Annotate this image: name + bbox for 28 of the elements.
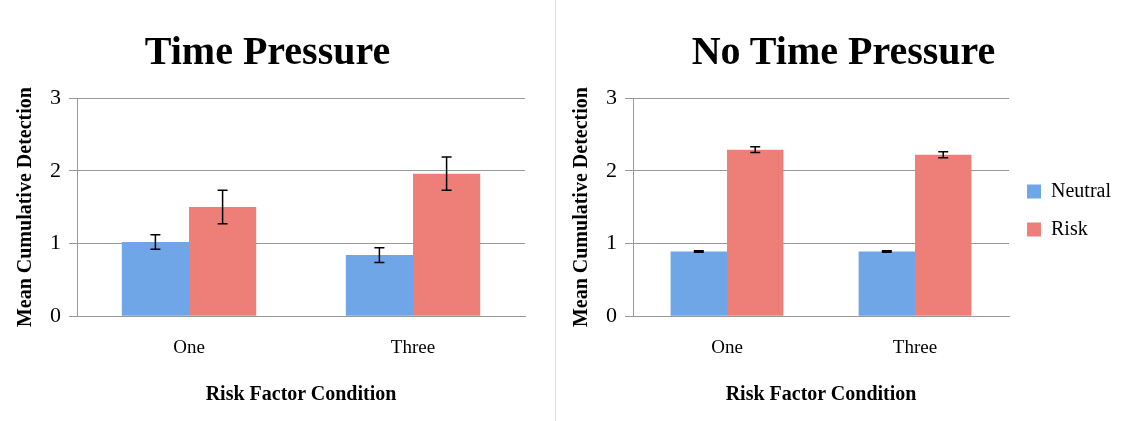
legend-label: Risk <box>1051 216 1088 239</box>
legend-label: Neutral <box>1051 178 1112 201</box>
x-tick-label: Three <box>390 335 436 357</box>
y-tick-label: 1 <box>606 229 617 255</box>
bar <box>915 154 972 316</box>
x-tick-label: Three <box>892 335 938 357</box>
y-tick-label: 2 <box>50 156 61 182</box>
bar <box>727 149 784 316</box>
bar <box>345 255 413 316</box>
x-axis-title: Risk Factor Condition <box>725 382 917 405</box>
x-axis-title: Risk Factor Condition <box>205 382 397 405</box>
bar <box>121 242 189 316</box>
y-tick-label: 0 <box>606 301 617 327</box>
bar <box>670 251 728 316</box>
y-axis-title: Mean Cumulative Detection <box>569 87 592 328</box>
bar <box>189 207 257 316</box>
chart-title: Time Pressure <box>144 28 391 74</box>
y-tick-label: 0 <box>50 301 61 327</box>
bar <box>413 173 481 316</box>
y-tick-label: 1 <box>50 229 61 255</box>
x-tick-label: One <box>711 335 743 357</box>
chart-title: No Time Pressure <box>691 28 996 74</box>
x-tick-label: One <box>173 335 205 357</box>
y-tick-label: 2 <box>606 156 617 182</box>
y-axis-title: Mean Cumulative Detection <box>13 87 36 328</box>
y-tick-label: 3 <box>50 83 61 109</box>
bar <box>858 251 916 316</box>
y-tick-label: 3 <box>606 83 617 109</box>
